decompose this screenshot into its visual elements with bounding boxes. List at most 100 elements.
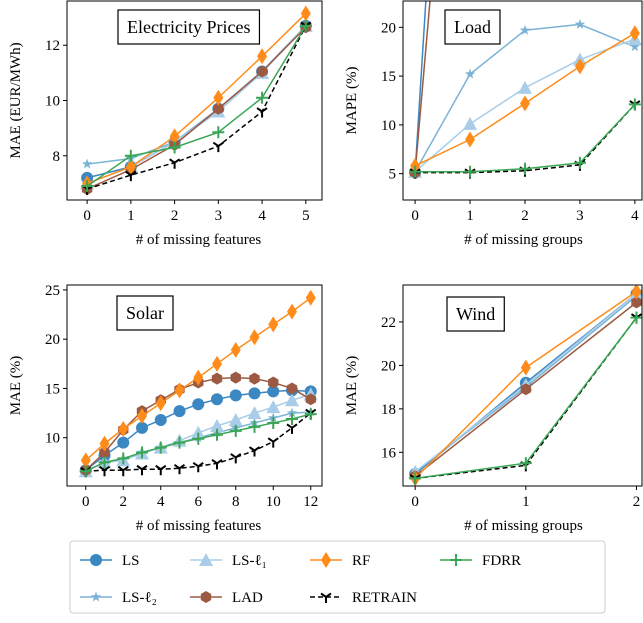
y-axis-label: MAE (%) xyxy=(8,356,24,416)
marker xyxy=(285,393,299,407)
marker xyxy=(169,128,180,145)
marker xyxy=(230,371,241,384)
marker xyxy=(213,89,224,106)
x-tick-label: 0 xyxy=(83,208,91,224)
marker xyxy=(125,158,136,175)
x-tick-label: 4 xyxy=(157,494,165,510)
marker xyxy=(463,116,478,130)
x-tick-label: 4 xyxy=(631,208,639,224)
legend-marker xyxy=(450,554,462,566)
title-box xyxy=(446,296,505,332)
x-axis-label: # of missing groups xyxy=(464,518,583,534)
plot-frame xyxy=(402,0,643,201)
title-box xyxy=(117,9,261,45)
marker xyxy=(136,421,148,434)
x-tick-label: 5 xyxy=(302,208,310,224)
marker xyxy=(409,472,422,485)
marker xyxy=(191,425,206,439)
y-tick-label: 20 xyxy=(381,20,396,36)
marker xyxy=(212,355,222,372)
legend-label: RF xyxy=(352,553,370,569)
legend-label: FDRR xyxy=(482,553,521,569)
series-line xyxy=(415,317,638,480)
marker xyxy=(629,41,641,52)
marker xyxy=(520,359,531,376)
marker xyxy=(211,393,223,406)
marker xyxy=(286,423,298,434)
marker xyxy=(631,296,642,309)
x-tick-label: 12 xyxy=(303,494,318,510)
x-tick-label: 10 xyxy=(266,494,281,510)
marker xyxy=(631,285,642,300)
marker xyxy=(193,369,204,386)
marker xyxy=(230,342,241,359)
marker xyxy=(192,432,205,445)
x-tick-label: 3 xyxy=(576,208,584,224)
title-box xyxy=(116,295,174,331)
plot-area xyxy=(408,285,642,486)
y-tick-label: 10 xyxy=(381,118,396,134)
marker xyxy=(117,436,130,449)
marker xyxy=(80,452,91,469)
marker xyxy=(519,95,530,112)
y-axis-label: MAE (%) xyxy=(344,356,360,416)
legend-marker xyxy=(321,552,331,568)
marker xyxy=(136,464,148,476)
marker xyxy=(212,126,225,139)
marker xyxy=(249,372,260,385)
marker xyxy=(230,453,242,464)
marker xyxy=(517,80,532,94)
marker xyxy=(299,19,312,32)
x-tick-label: 8 xyxy=(232,494,240,510)
y-axis-label: MAE (EUR/MWh) xyxy=(8,42,24,158)
marker xyxy=(248,387,261,400)
marker xyxy=(173,405,186,418)
x-tick-label: 2 xyxy=(521,208,529,224)
marker xyxy=(629,25,640,42)
marker xyxy=(192,398,205,411)
marker xyxy=(211,428,223,441)
marker xyxy=(267,416,280,429)
legend-marker xyxy=(199,553,213,566)
chart-title: Load xyxy=(454,17,491,37)
marker xyxy=(247,406,262,420)
legend-label: RETRAIN xyxy=(352,590,417,606)
legend-label: LS-ℓ₁ xyxy=(232,553,267,569)
x-tick-label: 1 xyxy=(522,494,530,510)
legend-marker xyxy=(200,591,212,603)
x-tick-label: 6 xyxy=(195,494,203,510)
marker xyxy=(304,408,317,421)
marker xyxy=(300,5,311,22)
x-tick-label: 1 xyxy=(466,208,474,224)
marker xyxy=(574,58,585,75)
x-tick-label: 2 xyxy=(120,494,128,510)
marker xyxy=(117,452,130,465)
y-tick-label: 8 xyxy=(53,149,61,165)
legend-marker xyxy=(90,591,102,602)
plot-area xyxy=(78,289,318,478)
x-tick-label: 4 xyxy=(258,208,266,224)
marker xyxy=(267,385,280,398)
legend-marker xyxy=(90,554,102,566)
y-tick-label: 5 xyxy=(389,167,397,183)
marker xyxy=(192,461,204,473)
marker xyxy=(174,382,185,399)
marker xyxy=(256,107,268,118)
x-tick-label: 0 xyxy=(411,494,419,510)
marker xyxy=(520,383,532,396)
marker xyxy=(99,435,110,452)
series-line xyxy=(86,25,307,187)
x-tick-label: 0 xyxy=(82,494,90,510)
plot-frame xyxy=(402,284,643,487)
marker xyxy=(266,400,281,414)
marker xyxy=(256,91,269,104)
marker xyxy=(268,376,279,389)
plot-area xyxy=(408,1,642,179)
marker xyxy=(248,420,261,433)
legend-label: LS xyxy=(122,553,140,569)
marker xyxy=(81,158,93,169)
marker xyxy=(518,162,531,175)
series-line xyxy=(86,12,307,185)
marker xyxy=(268,316,279,333)
marker xyxy=(136,446,148,459)
